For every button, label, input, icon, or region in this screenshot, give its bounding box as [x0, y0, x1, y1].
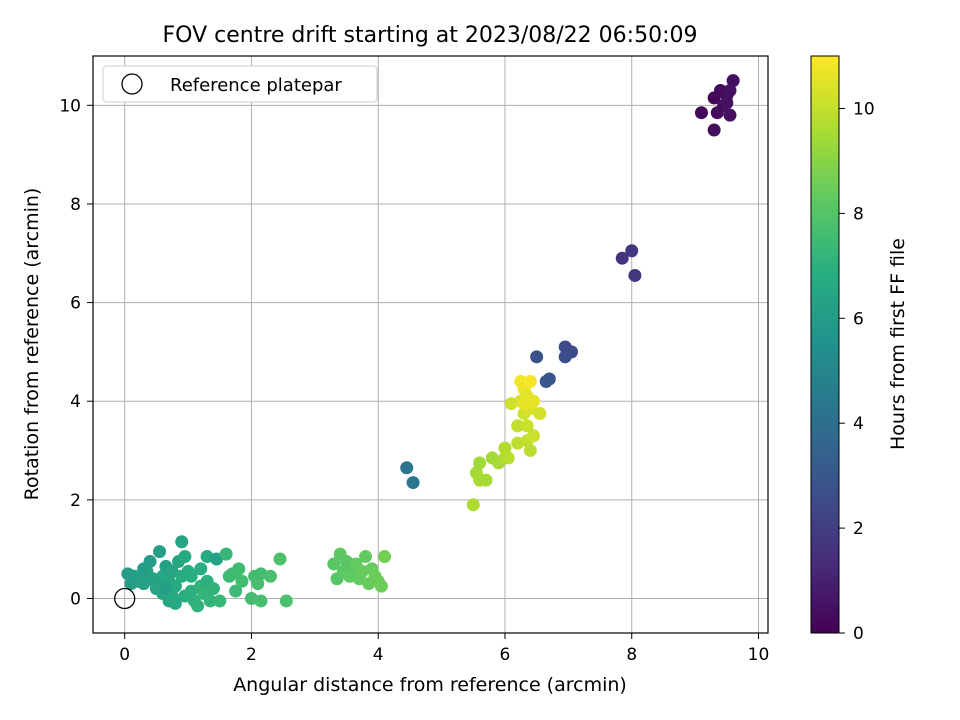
scatter-point — [229, 584, 243, 598]
x-tick-label: 2 — [246, 645, 257, 665]
scatter-point — [327, 557, 341, 571]
colorbar-label: Hours from first FF file — [887, 238, 909, 450]
scatter-point — [378, 550, 392, 564]
scatter-point — [723, 108, 737, 122]
scatter-point — [726, 74, 740, 88]
x-tick-label: 6 — [500, 645, 511, 665]
colorbar-tick-label: 2 — [853, 519, 864, 539]
colorbar-gradient — [810, 55, 840, 634]
scatter-point — [539, 374, 553, 388]
scatter-point — [406, 476, 420, 490]
scatter-point — [254, 594, 268, 608]
scatter-point — [213, 594, 227, 608]
scatter-point — [219, 547, 233, 561]
scatter-point — [206, 582, 220, 596]
scatter-point — [615, 251, 629, 265]
y-tick-label: 10 — [59, 96, 81, 116]
scatter-point — [273, 552, 287, 566]
y-tick-label: 8 — [70, 195, 81, 215]
scatter-point — [501, 451, 515, 465]
scatter-point — [232, 562, 246, 576]
scatter-point — [466, 498, 480, 512]
scatter-point — [558, 350, 572, 364]
colorbar-tick-label: 4 — [853, 414, 864, 434]
scatter-point — [194, 562, 208, 576]
scatter-point — [723, 84, 737, 98]
x-tick-label: 10 — [748, 645, 770, 665]
scatter-point — [628, 268, 642, 282]
scatter-point — [511, 419, 525, 433]
colorbar-tick-label: 0 — [853, 624, 864, 644]
scatter-point — [517, 397, 531, 411]
scatter-point — [203, 594, 217, 608]
scatter-point — [175, 535, 189, 549]
scatter-point — [523, 374, 537, 388]
scatter-point — [359, 550, 373, 564]
scatter-point — [473, 456, 487, 470]
plot-frame — [92, 55, 769, 634]
scatter-point — [279, 594, 293, 608]
grid — [93, 56, 768, 633]
scatter-point — [263, 569, 277, 583]
scatter-point — [520, 419, 534, 433]
scatter-point — [694, 106, 708, 120]
colorbar-ticks: 0 2 4 6 8 10 — [839, 99, 875, 644]
scatter-point — [178, 550, 192, 564]
legend-box — [102, 65, 378, 103]
scatter-point — [191, 599, 205, 613]
colorbar-tick-label: 10 — [853, 99, 875, 119]
scatter-point — [526, 429, 540, 443]
y-axis-ticks: 0 2 4 6 8 10 — [59, 96, 93, 609]
colorbar-tick-label: 6 — [853, 309, 864, 329]
scatter-point — [707, 123, 721, 137]
x-axis-label: Angular distance from reference (arcmin) — [233, 674, 627, 696]
scatter-point — [251, 577, 265, 591]
colorbar: 0 2 4 6 8 10 Hours from first FF file — [810, 55, 909, 644]
y-tick-label: 2 — [70, 491, 81, 511]
x-axis-ticks: 0 2 4 6 8 10 — [119, 633, 769, 665]
scatter-point — [625, 244, 639, 258]
scatter-point — [720, 96, 734, 110]
y-tick-label: 6 — [70, 294, 81, 314]
x-tick-label: 8 — [626, 645, 637, 665]
y-axis-label: Rotation from reference (arcmin) — [21, 188, 43, 501]
legend: Reference platepar — [102, 65, 378, 103]
scatter-point — [533, 407, 547, 421]
x-tick-label: 0 — [119, 645, 130, 665]
legend-entry: Reference platepar — [170, 75, 342, 96]
scatter-point — [153, 545, 167, 559]
x-tick-label: 4 — [373, 645, 384, 665]
y-tick-label: 0 — [70, 589, 81, 609]
data-points — [114, 74, 740, 613]
scatter-point — [235, 574, 249, 588]
scatter-point — [479, 473, 493, 487]
scatter-point — [159, 582, 173, 596]
scatter-point — [149, 582, 163, 596]
legend-marker-icon — [121, 73, 143, 95]
scatter-point — [400, 461, 414, 475]
scatter-point — [498, 441, 512, 455]
y-tick-label: 4 — [70, 392, 81, 412]
scatter-point — [523, 444, 537, 458]
scatter-point — [374, 579, 388, 593]
chart-title: FOV centre drift starting at 2023/08/22 … — [163, 23, 698, 48]
colorbar-tick-label: 8 — [853, 204, 864, 224]
scatter-point — [137, 562, 151, 576]
reference-platepar-marker — [114, 587, 136, 610]
scatter-point — [530, 350, 544, 364]
scatter-point — [710, 106, 724, 120]
scatter-point — [184, 569, 198, 583]
